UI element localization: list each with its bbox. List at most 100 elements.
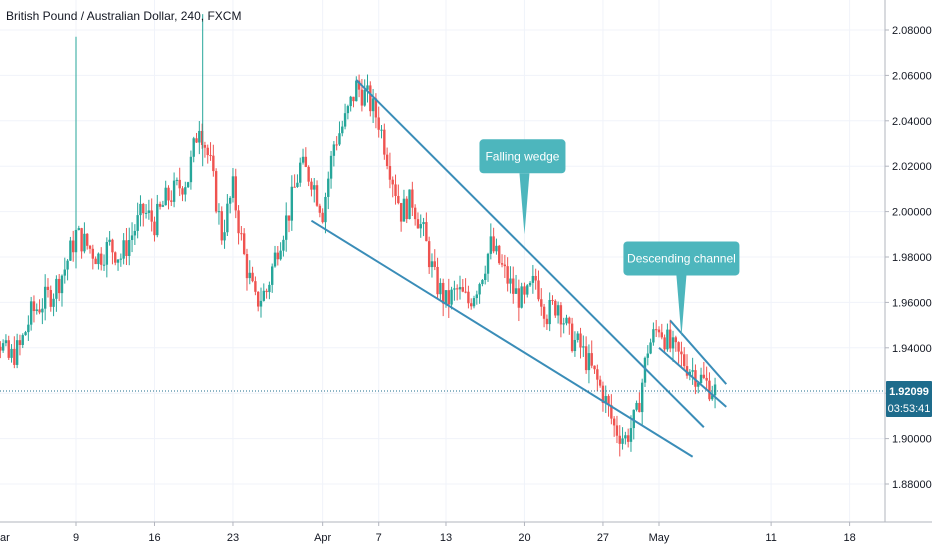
candle-body <box>478 284 481 295</box>
candle-body <box>200 130 204 145</box>
annotation-callout[interactable]: Falling wedge <box>479 139 566 235</box>
candle-body <box>587 353 591 371</box>
candle-body <box>371 98 375 112</box>
candle-body <box>15 340 19 365</box>
candle-body <box>427 241 431 268</box>
candle-body <box>60 275 64 294</box>
wedge-upper-line[interactable] <box>355 79 705 428</box>
candle-body <box>83 233 86 252</box>
candle-body <box>492 236 495 252</box>
candle-body <box>136 215 139 231</box>
channel-upper-line[interactable] <box>669 319 728 385</box>
candle-body <box>416 219 420 229</box>
candle-body <box>374 98 378 118</box>
candle-body <box>35 309 38 312</box>
candle-body <box>296 182 299 187</box>
candle-body <box>315 185 319 206</box>
annotation-label: Falling wedge <box>485 149 559 163</box>
candle-body <box>680 351 683 355</box>
candle-body <box>526 285 529 295</box>
candle-body <box>52 298 55 307</box>
candle-body <box>24 332 27 336</box>
candle-body <box>69 240 72 261</box>
x-tick-label: Apr <box>314 532 331 544</box>
candle-body <box>705 377 708 381</box>
candle-body <box>116 259 120 263</box>
y-tick-label: 1.88000 <box>892 479 932 491</box>
candle-body <box>1 343 5 351</box>
candle-body <box>425 222 428 242</box>
x-tick-label: 13 <box>440 532 452 544</box>
candle-body <box>677 342 680 352</box>
candle-body <box>626 435 630 442</box>
candle-body <box>601 385 605 404</box>
candle-body <box>576 333 579 340</box>
candle-body <box>226 203 229 233</box>
candle-body <box>702 374 706 378</box>
candle-body <box>217 211 221 213</box>
candle-body <box>27 324 30 333</box>
last-price-value: 1.92099 <box>889 386 929 398</box>
y-tick-label: 1.90000 <box>892 434 932 446</box>
candle-body <box>556 305 560 316</box>
candle-body <box>268 284 271 293</box>
candle-body <box>237 210 240 234</box>
candle-body <box>565 317 568 324</box>
candle-body <box>598 379 602 386</box>
candle-body <box>172 180 176 202</box>
candle-body <box>231 176 235 198</box>
candle-body <box>391 179 394 185</box>
channel-lower-line[interactable] <box>658 347 727 408</box>
candle-body <box>10 348 13 358</box>
candle-body <box>512 278 515 294</box>
candle-body <box>402 198 406 222</box>
x-tick-label: 9 <box>73 532 79 544</box>
candle-body <box>593 365 596 370</box>
candle-body <box>610 405 613 419</box>
candle-body <box>604 396 607 404</box>
candle-body <box>63 269 66 276</box>
annotation-pointer <box>519 173 530 235</box>
candle-body <box>105 241 109 265</box>
candle-body <box>265 290 268 293</box>
candle-body <box>498 245 501 264</box>
candle-body <box>285 215 288 240</box>
y-tick-label: 2.08000 <box>892 25 932 37</box>
candle-body <box>380 129 383 131</box>
candle-body <box>590 353 593 366</box>
candle-body <box>377 117 380 130</box>
candle-body <box>366 85 369 90</box>
candle-body <box>579 333 582 348</box>
candle-body <box>357 80 361 90</box>
candle-body <box>206 147 209 156</box>
candle-body <box>304 156 308 167</box>
x-tick-label: 7 <box>376 532 382 544</box>
candle-body <box>251 272 254 282</box>
candle-body <box>97 253 100 265</box>
wedge-lower-line[interactable] <box>310 219 694 458</box>
candle-body <box>500 263 504 265</box>
candle-body <box>573 339 577 352</box>
candle-body <box>669 329 672 349</box>
candle-body <box>397 195 400 204</box>
candle-body <box>13 348 16 365</box>
candle-body <box>346 106 350 114</box>
candle-body <box>495 245 498 252</box>
candle-body <box>388 166 392 180</box>
candle-body <box>282 239 285 251</box>
candle-body <box>430 261 434 268</box>
candle-body <box>528 282 532 286</box>
candle-body <box>38 309 41 313</box>
candle-body <box>164 187 167 206</box>
y-tick-label: 2.02000 <box>892 161 932 173</box>
candle-body <box>139 203 142 216</box>
candle-body <box>43 286 47 309</box>
candle-body <box>399 203 403 222</box>
candle-body <box>192 138 195 157</box>
candle-body <box>461 287 464 292</box>
annotation-callout[interactable]: Descending channel <box>623 241 740 337</box>
candle-body <box>638 402 641 413</box>
candle-body <box>472 298 476 307</box>
candle-body <box>562 323 565 325</box>
time-axis[interactable]: ar 9 16 23 Apr 7 13 20 27 May 11 18 <box>0 522 856 544</box>
